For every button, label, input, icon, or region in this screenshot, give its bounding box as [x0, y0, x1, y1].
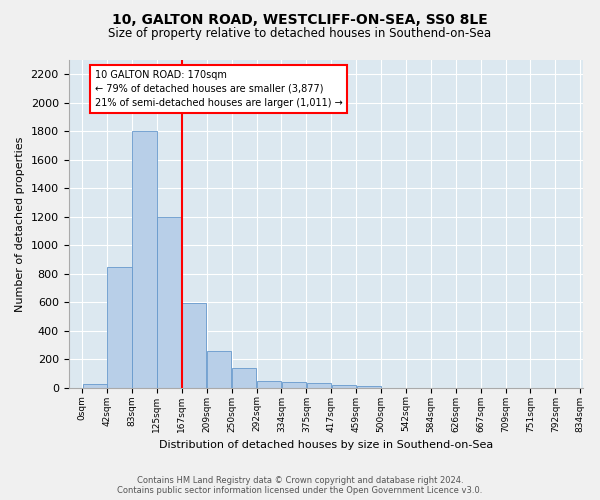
- Bar: [107, 268, 131, 388]
- Bar: [157, 216, 181, 388]
- Bar: [307, 384, 331, 388]
- Bar: [207, 352, 231, 388]
- Text: 10 GALTON ROAD: 170sqm
← 79% of detached houses are smaller (3,877)
21% of semi-: 10 GALTON ROAD: 170sqm ← 79% of detached…: [95, 70, 343, 108]
- X-axis label: Distribution of detached houses by size in Southend-on-Sea: Distribution of detached houses by size …: [158, 440, 493, 450]
- Text: Size of property relative to detached houses in Southend-on-Sea: Size of property relative to detached ho…: [109, 28, 491, 40]
- Bar: [182, 303, 206, 388]
- Y-axis label: Number of detached properties: Number of detached properties: [15, 136, 25, 312]
- Text: Contains HM Land Registry data © Crown copyright and database right 2024.
Contai: Contains HM Land Registry data © Crown c…: [118, 476, 482, 495]
- Bar: [232, 368, 256, 388]
- Bar: [83, 384, 107, 388]
- Bar: [356, 386, 380, 388]
- Bar: [282, 382, 306, 388]
- Text: 10, GALTON ROAD, WESTCLIFF-ON-SEA, SS0 8LE: 10, GALTON ROAD, WESTCLIFF-ON-SEA, SS0 8…: [112, 12, 488, 26]
- Bar: [133, 131, 157, 388]
- Bar: [257, 381, 281, 388]
- Bar: [332, 385, 356, 388]
